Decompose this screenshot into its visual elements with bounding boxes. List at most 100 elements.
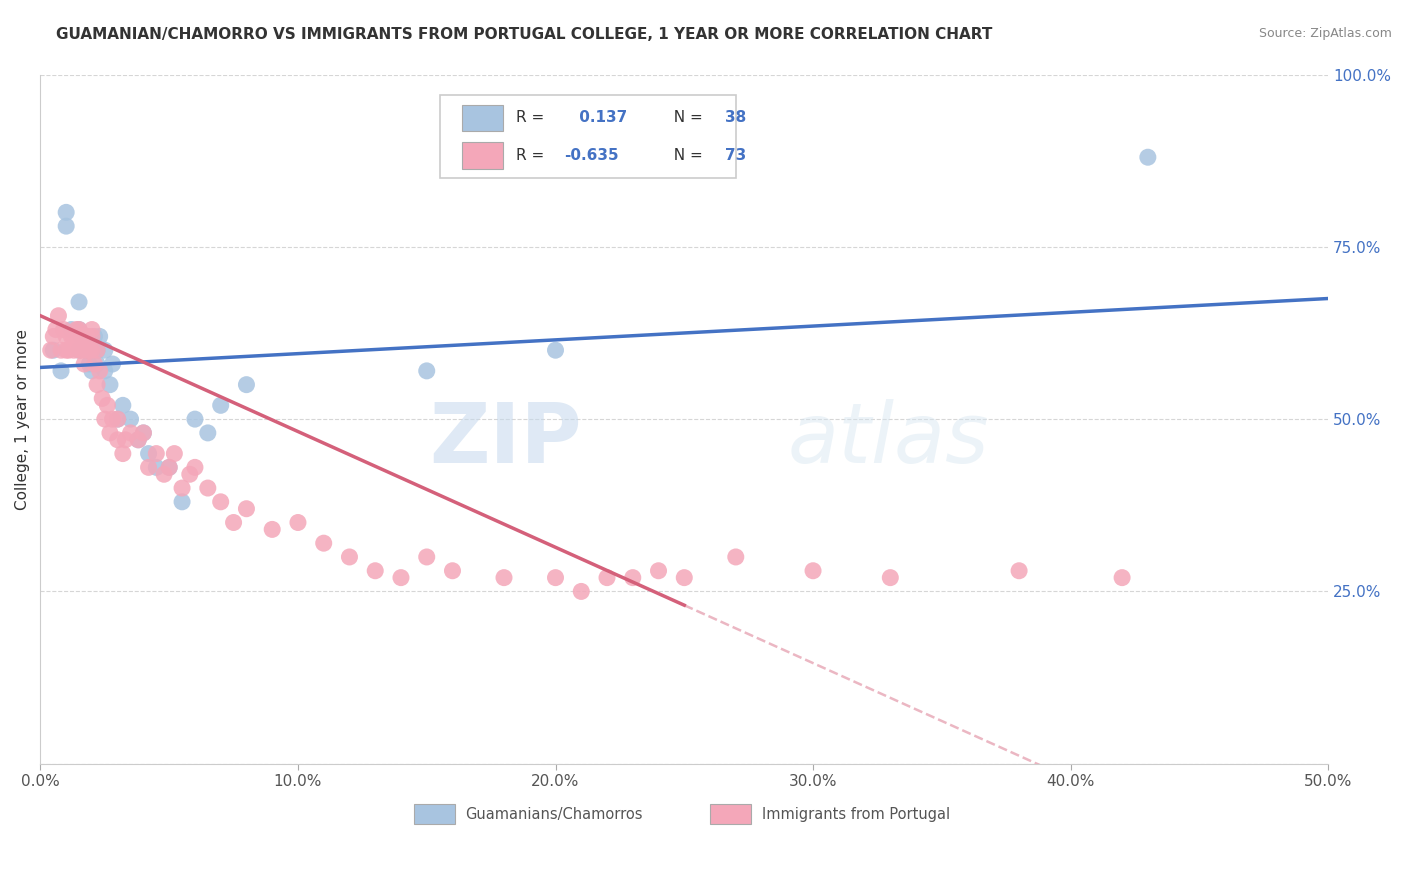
Bar (413, 805, 456, 823)
Point (83, 357, 105, 371)
Point (79, 343, 101, 358)
Point (222, 516, 245, 530)
Point (163, 447, 186, 461)
Point (96, 398, 118, 412)
Point (184, 412, 207, 426)
Point (70, 343, 93, 358)
Text: atlas: atlas (787, 400, 988, 480)
Point (79, 357, 101, 371)
Point (647, 564, 669, 578)
Y-axis label: College, 1 year or more: College, 1 year or more (15, 328, 30, 509)
Point (98, 377, 121, 392)
Point (80, 364, 103, 378)
Point (42, 329, 65, 343)
Point (76, 329, 98, 343)
Point (416, 549, 439, 564)
Point (86, 343, 108, 358)
Point (80, 343, 103, 358)
Point (1008, 564, 1031, 578)
Text: Source: ZipAtlas.com: Source: ZipAtlas.com (1258, 27, 1392, 40)
Point (83, 329, 105, 343)
Point (42, 343, 65, 358)
Point (111, 398, 134, 412)
Point (49, 343, 72, 358)
Point (101, 412, 124, 426)
Point (1111, 571, 1133, 585)
Bar (461, 143, 503, 169)
Point (209, 398, 232, 412)
Point (89, 364, 111, 378)
Point (70, 329, 93, 343)
Point (120, 412, 142, 426)
Point (98, 425, 121, 440)
Point (132, 425, 155, 440)
Point (48, 309, 70, 323)
Point (111, 447, 134, 461)
Point (63, 343, 86, 358)
Text: 73: 73 (725, 148, 747, 163)
Point (120, 425, 142, 440)
Point (80, 329, 103, 343)
Point (94, 364, 117, 378)
Point (673, 571, 696, 585)
Point (94, 412, 117, 426)
Point (39, 343, 62, 358)
Point (67, 295, 90, 310)
Point (67, 322, 90, 336)
Point (80, 343, 103, 358)
Point (262, 522, 284, 536)
Point (138, 447, 160, 461)
Point (107, 412, 129, 426)
Point (596, 571, 619, 585)
Point (107, 412, 129, 426)
Point (76, 343, 98, 358)
Point (416, 364, 439, 378)
Text: R =: R = (516, 110, 548, 125)
Point (86, 357, 108, 371)
Point (114, 433, 136, 447)
Text: -0.635: -0.635 (565, 148, 619, 163)
Point (67, 322, 90, 336)
Point (67, 329, 90, 343)
Point (55, 329, 77, 343)
Text: Immigrants from Portugal: Immigrants from Portugal (762, 806, 949, 822)
Point (209, 495, 232, 509)
Point (80, 322, 103, 336)
Point (107, 433, 129, 447)
Point (170, 481, 193, 495)
Point (138, 460, 160, 475)
Point (389, 571, 412, 585)
Point (55, 205, 77, 219)
Text: R =: R = (516, 148, 548, 163)
Point (184, 460, 207, 475)
Point (157, 460, 180, 475)
Point (1136, 150, 1159, 164)
Point (55, 343, 77, 358)
Point (179, 467, 201, 482)
Text: Guamanians/Chamorros: Guamanians/Chamorros (465, 806, 643, 822)
Point (49, 364, 72, 378)
Point (724, 549, 747, 564)
Point (86, 343, 108, 358)
Point (86, 377, 108, 392)
Text: N =: N = (664, 110, 707, 125)
Point (170, 495, 193, 509)
Point (364, 564, 387, 578)
Point (127, 433, 149, 447)
Text: N =: N = (664, 148, 707, 163)
Point (153, 467, 176, 482)
Point (94, 343, 117, 358)
Point (76, 329, 98, 343)
Text: ZIP: ZIP (429, 400, 581, 480)
Point (101, 357, 124, 371)
Point (339, 549, 361, 564)
Point (157, 460, 180, 475)
Point (801, 564, 824, 578)
Point (70, 329, 93, 343)
Point (197, 481, 219, 495)
Point (312, 536, 335, 550)
Text: 38: 38 (725, 110, 747, 125)
FancyBboxPatch shape (440, 95, 735, 178)
Point (132, 425, 155, 440)
Point (145, 447, 167, 461)
